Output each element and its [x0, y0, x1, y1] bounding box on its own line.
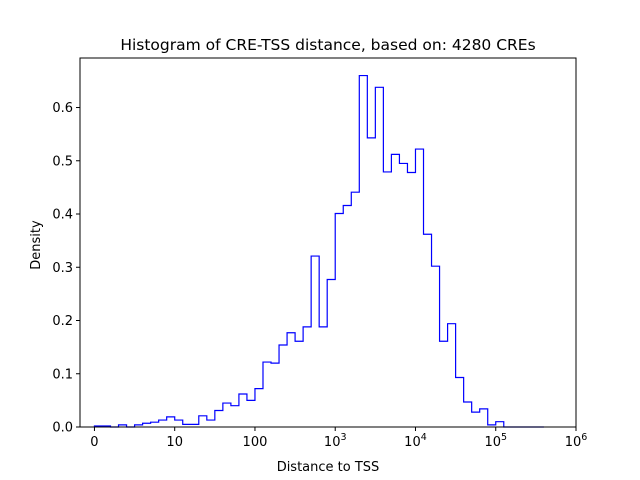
plot-frame — [79, 57, 577, 428]
x-axis: 0 10 100 103 104 105 106 — [90, 427, 587, 450]
x-tick-label: 105 — [484, 432, 507, 450]
y-tick-label: 0.2 — [52, 314, 73, 329]
x-tick-label: 10 — [166, 435, 183, 450]
y-axis: 0.0 0.1 0.2 0.3 0.4 0.5 0.6 — [52, 101, 80, 436]
x-tick-label: 100 — [243, 435, 268, 450]
plot-area — [93, 74, 544, 428]
x-axis-label: Distance to TSS — [277, 460, 380, 475]
x-tick-label: 104 — [404, 432, 427, 450]
y-tick-label: 0.1 — [52, 367, 73, 382]
chart-title: Histogram of CRE-TSS distance, based on:… — [120, 36, 535, 54]
x-tick-label: 106 — [565, 432, 588, 450]
x-tick-label: 103 — [324, 432, 347, 450]
y-axis-label: Density — [29, 220, 44, 270]
x-tick-label: 0 — [90, 435, 98, 450]
y-tick-label: 0.5 — [52, 154, 73, 169]
y-tick-label: 0.4 — [52, 208, 73, 223]
y-tick-label: 0.6 — [52, 101, 73, 116]
histogram-series-0 — [93, 74, 544, 428]
y-tick-label: 0.3 — [52, 261, 73, 276]
y-tick-label: 0.0 — [52, 421, 73, 436]
